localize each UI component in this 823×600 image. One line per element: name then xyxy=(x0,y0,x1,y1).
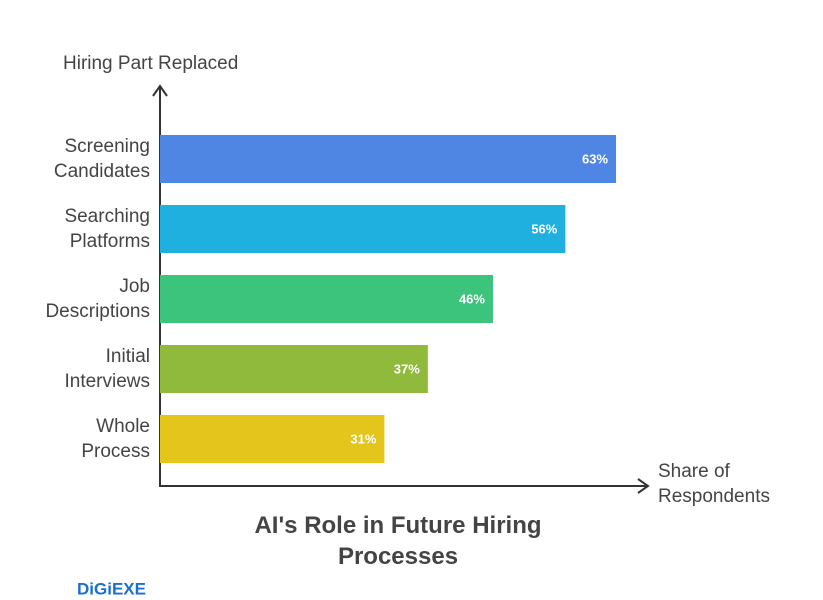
brand-logo: DiGiEXE xyxy=(77,579,146,598)
category-label: Job Descriptions xyxy=(45,276,150,322)
category-label: Searching Platforms xyxy=(64,206,150,252)
category-label: Whole Process xyxy=(81,416,150,462)
value-label: 46% xyxy=(459,291,485,306)
value-label: 56% xyxy=(531,221,557,236)
value-label: 31% xyxy=(350,431,376,446)
bar xyxy=(160,415,385,463)
chart-title: AI's Role in Future Hiring Processes xyxy=(254,512,541,570)
bar xyxy=(160,205,566,253)
category-label: Initial Interviews xyxy=(64,346,150,392)
y-axis-label: Hiring Part Replaced xyxy=(63,53,238,74)
value-label: 37% xyxy=(394,361,420,376)
x-axis xyxy=(159,478,650,494)
category-label: Screening Candidates xyxy=(54,136,150,182)
bar xyxy=(160,275,493,323)
bar xyxy=(160,135,617,183)
x-axis-label: Share of Respondents xyxy=(658,461,770,507)
value-label: 63% xyxy=(582,151,608,166)
bar xyxy=(160,345,428,393)
